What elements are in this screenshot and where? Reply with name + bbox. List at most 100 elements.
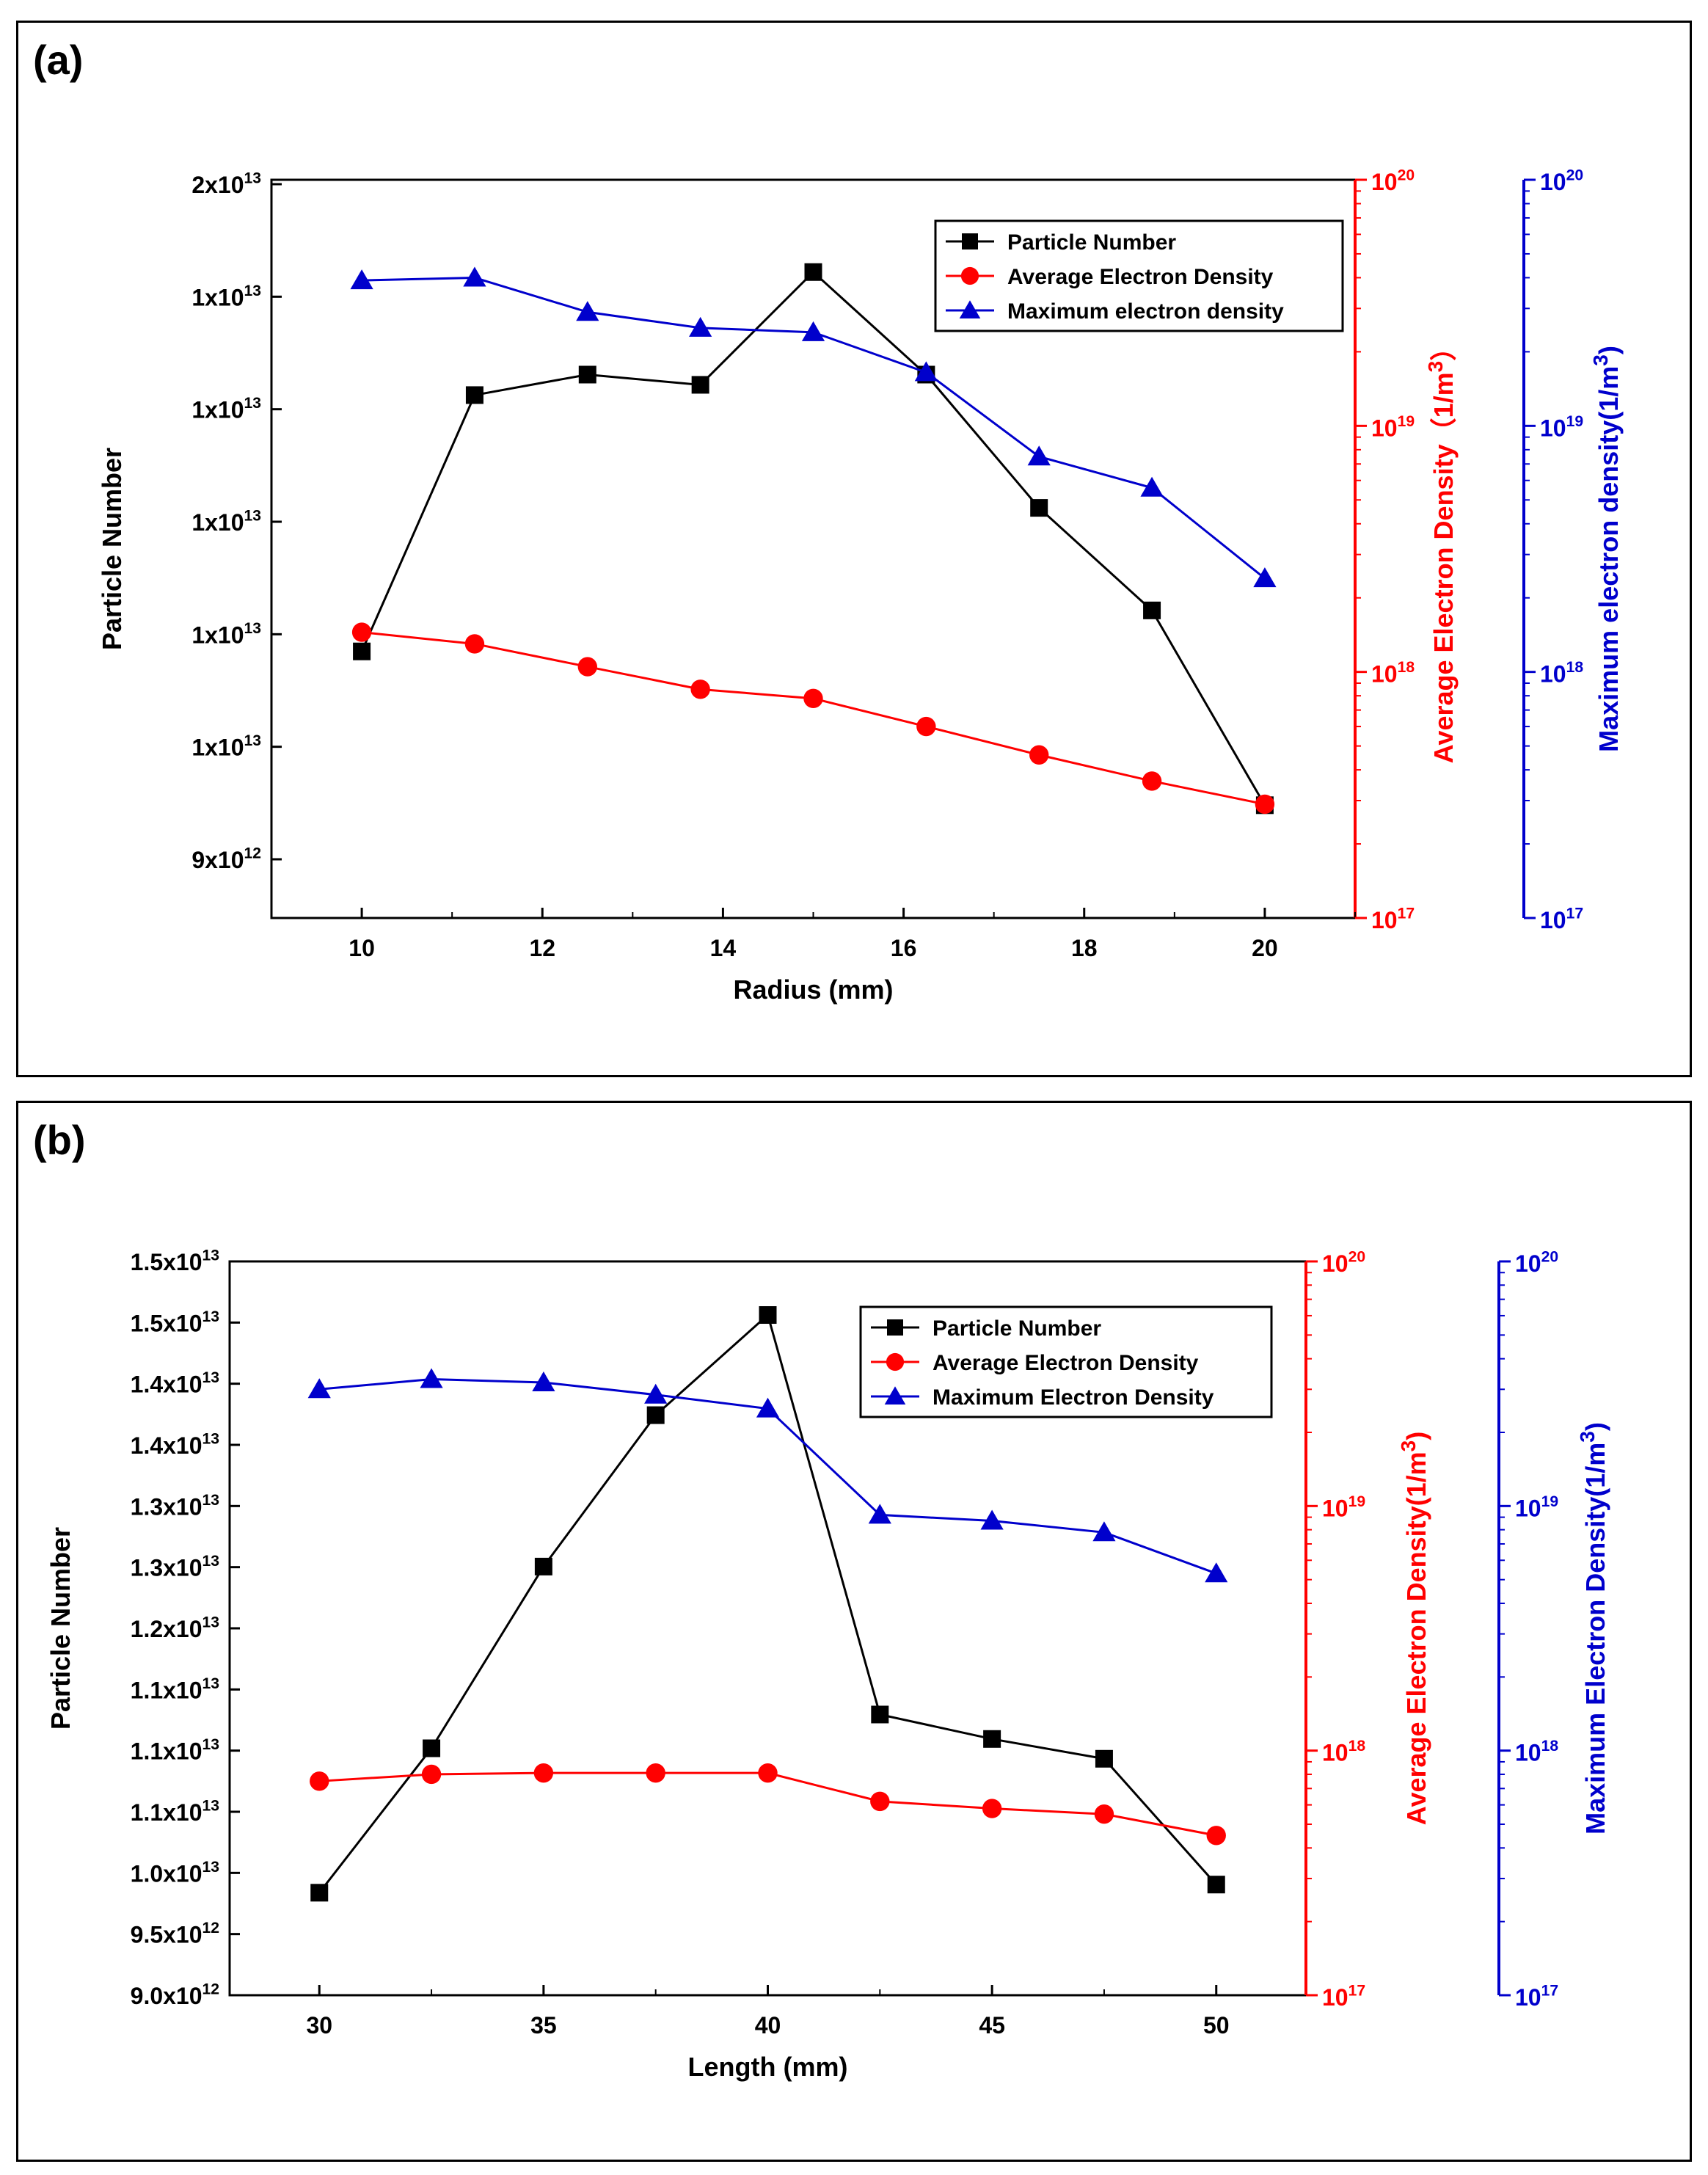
data-point-square [646,1406,665,1424]
max-density-tick-label: 1018 [1540,659,1583,687]
max-density-tick-label: 1020 [1515,1249,1558,1277]
data-point-circle [533,1763,554,1783]
legend-label: Maximum electron density [1007,299,1284,324]
x-tick-label: 14 [710,935,737,961]
data-point-circle [1206,1826,1226,1846]
x-axis-label: Radius (mm) [733,974,893,1005]
data-point-square [1207,1876,1225,1894]
data-point-triangle [644,1383,668,1404]
x-tick-label: 45 [979,2012,1005,2039]
y-left-tick-label: 1.3x1013 [131,1492,219,1520]
data-point-circle [1094,1804,1114,1824]
data-point-circle [690,680,710,699]
data-point-square [465,386,483,404]
max-density-tick-label: 1019 [1515,1493,1558,1521]
data-point-circle [1255,794,1275,815]
data-point-circle [982,1799,1002,1818]
legend-label: Average Electron Density [1007,265,1274,289]
data-point-square [423,1739,441,1757]
data-point-circle [577,657,597,677]
y-left-tick-label: 1.4x1013 [131,1369,219,1397]
data-point-square [1095,1749,1113,1768]
avg-density-tick-label: 1020 [1371,167,1415,195]
data-point-triangle [801,321,825,341]
max-density-tick-label: 1017 [1515,1983,1558,2011]
y-left-tick-label: 1.1x1013 [131,1675,219,1703]
data-point-circle [464,634,485,654]
data-point-triangle [1253,567,1277,588]
data-point-square [962,233,978,249]
y-left-tick-label: 1x1013 [191,620,261,648]
data-point-square [759,1306,777,1325]
data-point-triangle [689,316,712,337]
x-tick-label: 35 [530,2012,557,2039]
max-density-axis-label: Maximum Electron Density(1/m3) [1576,1422,1610,1835]
data-point-triangle [576,301,599,321]
avg-density-tick-label: 1019 [1322,1493,1365,1521]
avg-density-tick-label: 1017 [1322,1983,1365,2011]
y-left-tick-label: 1.0x1013 [131,1859,219,1887]
data-point-circle [646,1763,665,1783]
y-left-tick-label: 1x1013 [191,508,261,536]
data-point-square [353,642,371,660]
legend-label: Maximum Electron Density [933,1385,1214,1410]
chart-a: 10 12 14 16 18 20 Radius (mm) 2x1013 1x1013 1x101… [97,167,1624,1005]
avg-density-tick-label: 1018 [1371,659,1415,687]
data-point-circle [803,688,823,709]
x-tick-label: 12 [529,935,555,961]
chart-panel-a: (a) 10 12 14 16 18 20 Radius (mm) 2x1013 1x1013 1… [16,21,1692,1077]
data-point-triangle [350,269,373,290]
data-point-circle [916,716,936,737]
y-left-tick-label: 1.4x1013 [131,1431,219,1459]
legend-label: Particle Number [1007,230,1176,255]
series-line [360,270,1266,806]
avg-density-axis-label: Average Electron Density（1/m3） [1424,335,1459,763]
data-point-triangle [980,1509,1004,1530]
data-point-triangle [1027,445,1051,466]
data-point-triangle [1092,1521,1116,1542]
data-point-square [691,376,709,394]
data-point-square [871,1705,889,1724]
y-left-tick-label: 1.3x1013 [131,1553,219,1581]
x-tick-label: 50 [1203,2012,1230,2039]
data-point-circle [351,622,372,642]
max-density-tick-label: 1017 [1540,906,1583,933]
data-point-circle [1029,745,1049,765]
chart-b: 30 35 40 45 50 Length (mm) 1.5x1013 1.5x1013 1.4… [45,1247,1610,2082]
data-point-square [578,365,596,384]
legend-box [859,1305,1273,1418]
y-left-tick-label: 1x1013 [191,283,261,310]
y-left-tick-label: 2x1013 [191,170,261,198]
data-point-triangle [420,1368,443,1388]
y-left-tick-label: 1.5x1013 [131,1308,219,1336]
x-tick-label: 40 [755,2012,781,2039]
panel-letter: (a) [33,37,84,83]
data-point-square [1143,601,1161,619]
data-point-triangle [1140,476,1164,497]
data-point-square [983,1730,1001,1748]
y-left-tick-label: 1.1x1013 [131,1736,219,1764]
data-point-circle [886,1352,905,1371]
y-left-tick-label: 9.5x1012 [131,1920,219,1948]
legend-label: Particle Number [933,1316,1101,1341]
x-tick-label: 10 [348,935,375,961]
data-point-triangle [914,361,938,382]
x-tick-label: 16 [891,935,917,961]
data-point-circle [758,1763,778,1783]
x-tick-label: 20 [1252,935,1278,961]
data-point-circle [1142,771,1162,791]
max-density-axis-label: Maximum electron density(1/m3) [1589,346,1624,752]
legend: Particle Number Average Electron Density M… [859,1305,1273,1418]
chart-panel-b: (b) 30 35 40 45 50 Length (mm) 1.5x1013 1.5x101… [16,1101,1692,2162]
panel-letter: (b) [33,1117,86,1163]
y-left-axis-label: Particle Number [45,1527,76,1730]
avg-density-tick-label: 1020 [1322,1249,1365,1277]
y-left-tick-label: 1.2x1013 [131,1614,219,1642]
data-point-triangle [756,1397,780,1418]
x-tick-label: 30 [306,2012,332,2039]
y-left-tick-label: 1x1013 [191,395,261,423]
legend-label: Average Electron Density [933,1351,1199,1375]
y-left-tick-label: 9.0x1012 [131,1981,219,2009]
data-point-circle [870,1791,890,1812]
data-point-circle [421,1764,442,1785]
